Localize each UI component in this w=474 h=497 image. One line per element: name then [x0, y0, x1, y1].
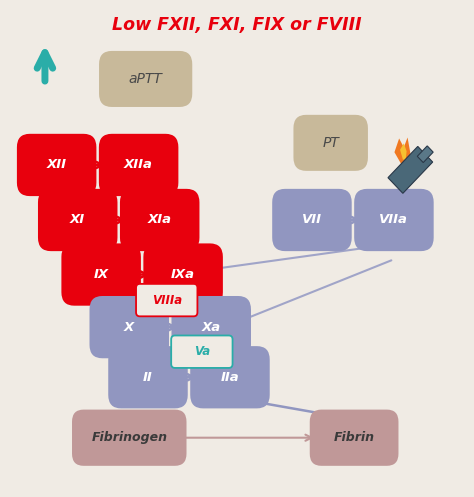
FancyBboxPatch shape [310, 410, 399, 466]
Text: XIa: XIa [147, 214, 172, 227]
FancyBboxPatch shape [293, 115, 368, 171]
Text: VIIa: VIIa [379, 214, 409, 227]
FancyBboxPatch shape [17, 134, 96, 196]
Text: aPTT: aPTT [129, 72, 163, 86]
Text: XIIa: XIIa [124, 159, 153, 171]
Text: Fibrin: Fibrin [334, 431, 374, 444]
Text: VIIIa: VIIIa [152, 294, 182, 307]
FancyBboxPatch shape [99, 51, 192, 107]
FancyBboxPatch shape [38, 189, 118, 251]
Text: X: X [124, 321, 135, 333]
FancyBboxPatch shape [272, 189, 352, 251]
FancyBboxPatch shape [90, 296, 169, 358]
Text: Fibrinogen: Fibrinogen [91, 431, 167, 444]
FancyBboxPatch shape [99, 134, 178, 196]
Text: XI: XI [70, 214, 85, 227]
Text: IXa: IXa [171, 268, 195, 281]
FancyBboxPatch shape [354, 189, 434, 251]
Text: Xa: Xa [201, 321, 221, 333]
Text: XII: XII [46, 159, 67, 171]
Text: II: II [143, 371, 153, 384]
FancyBboxPatch shape [143, 244, 223, 306]
FancyBboxPatch shape [62, 244, 141, 306]
Text: IIa: IIa [220, 371, 239, 384]
Polygon shape [394, 138, 410, 167]
FancyBboxPatch shape [120, 189, 200, 251]
FancyBboxPatch shape [136, 284, 197, 316]
FancyBboxPatch shape [190, 346, 270, 409]
Text: Va: Va [194, 345, 210, 358]
Polygon shape [417, 146, 433, 163]
Text: IX: IX [93, 268, 109, 281]
FancyBboxPatch shape [171, 335, 233, 368]
Text: PT: PT [322, 136, 339, 150]
FancyBboxPatch shape [108, 346, 188, 409]
Polygon shape [388, 147, 433, 193]
FancyBboxPatch shape [172, 296, 251, 358]
Polygon shape [400, 143, 407, 160]
Text: Low FXII, FXI, FIX or FVIII: Low FXII, FXI, FIX or FVIII [112, 16, 362, 34]
Text: VII: VII [302, 214, 322, 227]
FancyBboxPatch shape [72, 410, 186, 466]
